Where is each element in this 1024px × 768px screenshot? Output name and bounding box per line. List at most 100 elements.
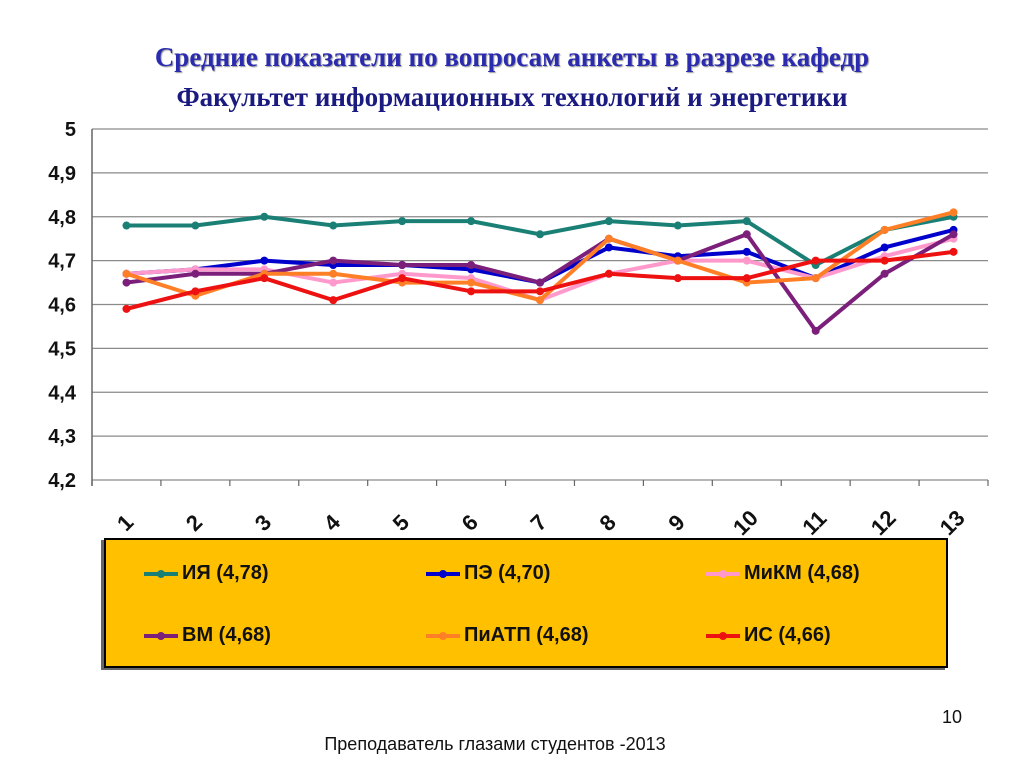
data-point: [191, 221, 200, 230]
legend-item: ИС (4,66): [706, 624, 831, 647]
data-point: [673, 256, 682, 265]
data-point: [536, 278, 544, 287]
data-point: [604, 269, 613, 278]
data-point: [122, 278, 131, 287]
line-chart: 4,24,34,44,54,64,74,84,95 1 2 3 4 5 6 7 8 9 10 11 1…: [48, 119, 989, 540]
data-point: [742, 247, 751, 256]
legend-label: ИС (4,66): [744, 624, 831, 646]
legend-swatch-icon: [144, 569, 178, 578]
y-tick-label: 4,3: [48, 426, 76, 448]
data-point: [604, 243, 613, 252]
legend-swatch-icon: [144, 631, 178, 640]
slide-subtitle: Факультет информационных технологий и эн…: [176, 82, 848, 112]
x-tick-label: 10: [728, 505, 763, 540]
data-point: [742, 217, 751, 226]
data-point: [467, 278, 476, 287]
data-point: [811, 256, 820, 265]
x-tick-label: 1: [112, 510, 138, 536]
x-tick-label: 3: [250, 510, 276, 536]
series-line: [122, 208, 958, 305]
slide-title: Средние показатели по вопросам анкеты в …: [154, 42, 870, 72]
legend-label: ПЭ (4,70): [464, 562, 551, 584]
data-point: [536, 287, 544, 296]
chart-legend: ИЯ (4,78) ПЭ (4,70) МиКМ (4,68) ВМ (4,68…: [104, 538, 948, 668]
data-point: [742, 274, 751, 283]
legend-swatch-icon: [426, 569, 460, 578]
x-tick-label: 13: [935, 505, 970, 540]
data-point: [673, 274, 682, 283]
data-point: [191, 269, 200, 278]
legend-swatch-icon: [706, 569, 740, 578]
data-point: [467, 261, 476, 270]
data-point: [329, 269, 338, 278]
data-point: [949, 208, 958, 217]
data-point: [329, 296, 338, 305]
data-point: [949, 230, 958, 239]
chart-series: [122, 208, 958, 335]
legend-item: ПЭ (4,70): [426, 562, 550, 585]
data-point: [742, 230, 751, 239]
y-tick-label: 4,6: [48, 295, 76, 317]
data-point: [604, 217, 613, 226]
data-point: [260, 256, 269, 265]
data-point: [122, 304, 131, 313]
data-point: [880, 256, 889, 265]
legend-label: ИЯ (4,78): [182, 562, 269, 584]
data-point: [329, 221, 338, 230]
data-point: [880, 225, 889, 234]
legend-item: МиКМ (4,68): [706, 562, 860, 585]
x-tick-label: 7: [526, 510, 552, 536]
x-tick-label: 4: [319, 509, 346, 536]
legend-swatch-icon: [706, 631, 740, 640]
legend-label: ПиАТП (4,68): [464, 624, 589, 646]
legend-label: МиКМ (4,68): [744, 562, 860, 584]
data-point: [260, 212, 269, 221]
x-tick-label: 12: [866, 505, 901, 540]
data-point: [880, 243, 889, 252]
data-point: [467, 217, 476, 226]
y-tick-label: 4,8: [48, 207, 76, 229]
y-tick-label: 4,2: [48, 470, 76, 492]
y-tick-label: 4,7: [48, 251, 76, 273]
x-tick-label: 8: [594, 510, 620, 536]
data-point: [880, 269, 889, 278]
data-point: [536, 230, 544, 239]
legend-swatch-icon: [426, 631, 460, 640]
data-point: [329, 256, 338, 265]
data-point: [673, 221, 682, 230]
data-point: [122, 221, 131, 230]
x-tick-label: 2: [181, 510, 207, 536]
legend-item: ПиАТП (4,68): [426, 624, 589, 647]
legend-item: ИЯ (4,78): [144, 562, 269, 585]
legend-label: ВМ (4,68): [182, 624, 271, 646]
data-point: [742, 256, 751, 265]
y-tick-label: 5: [65, 119, 76, 141]
data-point: [467, 287, 476, 296]
series-path: [126, 214, 954, 268]
data-point: [811, 274, 820, 283]
data-point: [260, 274, 269, 283]
legend-item: ВМ (4,68): [144, 624, 271, 647]
data-point: [949, 247, 958, 256]
data-point: [604, 234, 613, 243]
data-point: [329, 278, 338, 287]
y-tick-label: 4,5: [48, 338, 76, 360]
data-point: [811, 326, 820, 335]
x-axis-ticks: 1 2 3 4 5 6 7 8 9 10 11 12 13: [112, 505, 970, 540]
y-tick-label: 4,4: [48, 382, 77, 404]
y-tick-label: 4,9: [48, 163, 76, 185]
data-point: [536, 296, 544, 305]
slide-footer: Преподаватель глазами студентов -2013: [324, 734, 666, 754]
x-tick-label: 6: [457, 510, 483, 536]
chart-grid: [91, 128, 989, 486]
x-tick-label: 5: [388, 510, 414, 536]
y-axis-ticks: 4,2 4,3 4,4 4,5 4,6 4,7 4,8 4,9 5: [48, 119, 77, 492]
data-point: [398, 217, 407, 226]
series-line: [122, 247, 958, 313]
data-point: [122, 269, 131, 278]
page-number: 10: [941, 707, 962, 727]
data-point: [398, 274, 407, 283]
data-point: [191, 287, 200, 296]
x-tick-label: 11: [797, 506, 831, 540]
x-tick-label: 9: [663, 510, 689, 536]
